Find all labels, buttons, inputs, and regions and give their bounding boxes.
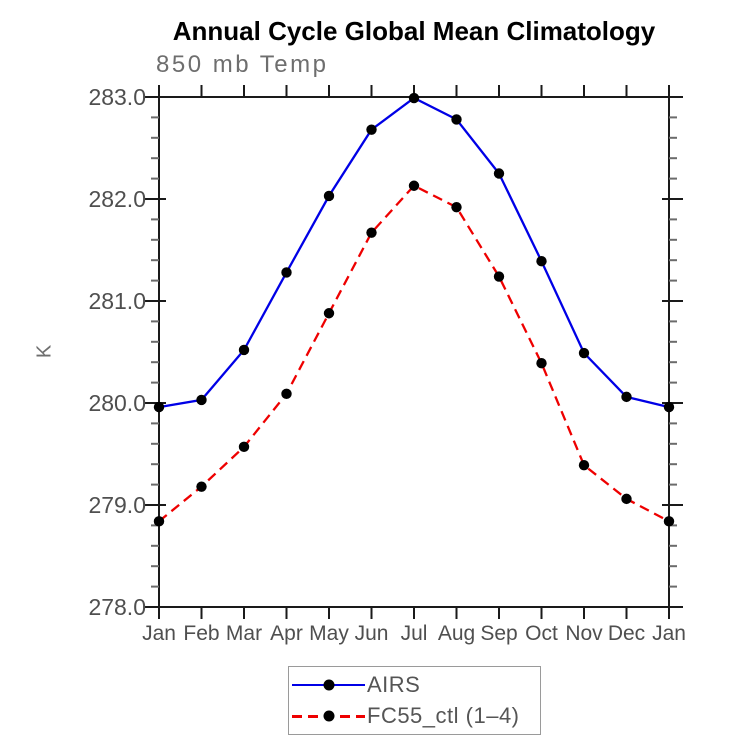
data-point-airs bbox=[663, 401, 675, 413]
airs-line-sample bbox=[292, 679, 365, 691]
data-point-airs bbox=[451, 114, 462, 125]
data-point-fc55 bbox=[366, 227, 377, 238]
data-point-fc55 bbox=[196, 481, 207, 492]
x-tick-label: Jan bbox=[142, 622, 176, 645]
x-tick-label: Feb bbox=[183, 622, 219, 645]
x-tick-label: Mar bbox=[226, 622, 262, 645]
data-point-airs bbox=[408, 92, 420, 104]
data-point-airs bbox=[366, 124, 377, 135]
fc55-marker-icon bbox=[323, 710, 334, 722]
x-tick-label: Apr bbox=[270, 622, 303, 645]
legend-item-airs: AIRS bbox=[292, 669, 540, 700]
x-tick-label: Jan bbox=[652, 622, 686, 645]
series-line-airs bbox=[158, 96, 670, 409]
x-tick-label: Dec bbox=[608, 622, 645, 645]
y-tick-label: 283.0 bbox=[88, 84, 146, 110]
data-point-fc55 bbox=[621, 493, 632, 505]
page-title: Annual Cycle Global Mean Climatology bbox=[172, 16, 656, 46]
y-tick-label: 281.0 bbox=[88, 288, 146, 314]
y-tick-label: 278.0 bbox=[88, 594, 146, 620]
x-tick-label: Aug bbox=[438, 622, 475, 645]
y-tick-label: 279.0 bbox=[88, 492, 146, 518]
data-point-airs bbox=[238, 344, 250, 356]
data-point-airs bbox=[493, 168, 505, 179]
x-tick-label: Jul bbox=[401, 622, 428, 645]
airs-marker-icon bbox=[323, 679, 334, 691]
fc55-line-sample bbox=[292, 710, 365, 722]
y-tick-label: 282.0 bbox=[88, 186, 146, 212]
data-point-airs bbox=[196, 394, 207, 406]
data-point-fc55 bbox=[663, 516, 675, 527]
y-tick-label: 280.0 bbox=[88, 390, 146, 416]
data-point-airs bbox=[281, 267, 292, 278]
x-tick-label: Jun bbox=[355, 622, 389, 645]
x-tick-label: Nov bbox=[565, 622, 603, 645]
data-point-fc55 bbox=[408, 180, 420, 191]
data-point-fc55 bbox=[281, 388, 292, 400]
data-point-airs bbox=[621, 391, 632, 403]
legend-label-fc55: FC55_ctl (1–4) bbox=[367, 703, 520, 729]
data-point-airs bbox=[153, 401, 165, 413]
data-point-fc55 bbox=[238, 441, 250, 453]
legend-item-fc55: FC55_ctl (1–4) bbox=[292, 701, 540, 732]
plot-subtitle: 850 mb Temp bbox=[156, 51, 329, 78]
x-tick-label: Oct bbox=[525, 622, 558, 645]
data-point-fc55 bbox=[578, 460, 590, 471]
data-point-fc55 bbox=[451, 201, 462, 213]
series-line-fc55 bbox=[158, 184, 670, 523]
data-point-fc55 bbox=[153, 516, 165, 527]
data-point-fc55 bbox=[323, 308, 335, 319]
legend-label-airs: AIRS bbox=[367, 671, 421, 697]
data-point-airs bbox=[536, 256, 547, 267]
data-point-fc55 bbox=[493, 271, 505, 282]
x-tick-label: Sep bbox=[480, 622, 517, 645]
data-point-airs bbox=[323, 190, 335, 202]
data-point-airs bbox=[578, 347, 590, 359]
data-point-fc55 bbox=[536, 358, 547, 369]
legend: AIRS FC55_ctl (1–4) bbox=[288, 666, 541, 735]
x-tick-label: May bbox=[309, 622, 349, 645]
